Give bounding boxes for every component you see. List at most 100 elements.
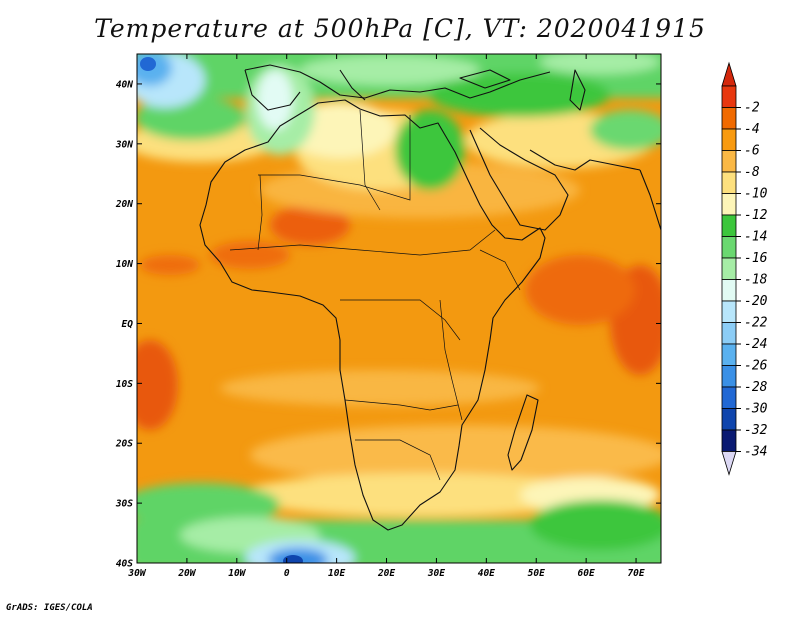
colorbar-swatch	[721, 171, 737, 194]
lon-tick-label: 20E	[377, 568, 395, 579]
colorbar-swatch	[721, 322, 737, 345]
persian-gulf	[529, 149, 641, 171]
warm-core-westcoast	[140, 255, 200, 275]
border-east	[439, 299, 463, 421]
colorbar-swatch	[721, 193, 737, 216]
colorbar-label: -10	[744, 187, 768, 202]
colorbar-swatch	[721, 408, 737, 431]
colorbar-label: -30	[744, 402, 768, 417]
colorbar-label: -14	[744, 230, 767, 245]
colorbar-label: -28	[744, 380, 768, 395]
colorbar-swatch	[721, 365, 737, 388]
lon-tick-label: 20W	[177, 568, 196, 579]
lon-tick-label: 60E	[578, 568, 595, 579]
warm-core-westafrica	[210, 241, 290, 269]
colorbar-swatch	[721, 128, 737, 151]
border-southern-africa	[355, 439, 441, 481]
colorbar-swatch	[721, 343, 737, 366]
lon-tick-label: 0	[284, 568, 290, 579]
colorbar-swatch	[721, 85, 737, 108]
colorbar-label: -8	[744, 165, 760, 180]
warm-core-sahel	[270, 205, 350, 245]
lat-tick-label: 40S	[116, 559, 133, 570]
green-southwest	[137, 483, 280, 527]
colorbar-label: -16	[744, 251, 768, 266]
border-sahara-2	[359, 109, 381, 211]
temperature-field	[137, 54, 661, 563]
lon-tick-label: 10E	[328, 568, 345, 579]
colorbar-label: -32	[744, 423, 768, 438]
lat-tick-label: EQ	[122, 319, 134, 330]
colorbar-label: -6	[744, 144, 760, 159]
border-sahel	[229, 229, 496, 256]
blue-core-nw	[140, 57, 156, 71]
green-southeast	[530, 500, 661, 550]
india-coast	[639, 169, 661, 231]
lon-tick-label: 40E	[478, 568, 495, 579]
caspian-sea	[569, 69, 586, 111]
colorbar-label: -18	[744, 273, 768, 288]
colorbar-label: -24	[744, 337, 767, 352]
colorbar-swatch	[721, 386, 737, 409]
border-horn	[479, 249, 521, 291]
madagascar-coastline	[507, 394, 539, 471]
border-west	[257, 174, 263, 251]
arabian-peninsula	[469, 127, 569, 231]
lon-tick-label: 10W	[228, 568, 246, 579]
country-borders	[229, 109, 521, 481]
africa-coastline	[199, 99, 546, 531]
light-band-south	[220, 370, 540, 406]
plot-frame	[136, 53, 662, 564]
lat-tick-label: 30N	[115, 139, 133, 150]
border-sahara-1	[258, 115, 411, 201]
border-south	[344, 399, 459, 411]
border-central	[340, 299, 461, 341]
map-title: Temperature at 500hPa [C], VT: 202004191…	[94, 14, 706, 43]
lat-tick-label: 10S	[116, 379, 133, 390]
colorbar-swatch	[721, 300, 737, 323]
light-band-subtropic	[250, 425, 661, 485]
iberia-coast	[244, 69, 301, 111]
navy-core-south	[283, 555, 303, 563]
colorbar-top-cap	[721, 61, 737, 87]
lon-tick-label: 70E	[627, 568, 644, 579]
colorbar-swatch	[721, 257, 737, 280]
colorbar-label: -2	[744, 101, 760, 116]
colorbar-bottom-cap	[721, 451, 737, 476]
colorbar-label: -4	[744, 122, 760, 137]
grads-credit: GrADS: IGES/COLA	[6, 603, 93, 613]
black-sea	[459, 69, 511, 89]
green-egypt	[395, 110, 465, 190]
colorbar-swatch	[721, 236, 737, 259]
lon-tick-label: 30E	[427, 568, 445, 579]
colorbar-label: -12	[744, 208, 768, 223]
pale-green-med	[300, 55, 480, 85]
colorbar-swatch	[721, 429, 737, 452]
cyan-iberia	[257, 70, 293, 130]
yellow-south	[240, 473, 600, 517]
lat-tick-label: 40N	[116, 79, 133, 90]
colorbar-swatch	[721, 150, 737, 173]
europe-coast	[244, 64, 551, 99]
colorbar-swatch	[721, 214, 737, 237]
blue-south	[268, 548, 328, 563]
colorbar-label: -20	[744, 294, 768, 309]
colorbar-label: -34	[744, 445, 767, 460]
green-iran	[590, 110, 661, 150]
colorbar-swatch	[721, 107, 737, 130]
axis-ticks	[136, 54, 661, 564]
lat-tick-label: 10N	[116, 259, 133, 270]
warm-core-atlantic	[137, 340, 178, 430]
colorbar: -2 -4 -6 -8 -10 -12 -14 -16 -18 -20 -22 -24 -26 -28 -3…	[721, 61, 768, 476]
colorbar-label: -22	[744, 316, 768, 331]
lat-tick-label: 20N	[115, 199, 133, 210]
lat-tick-label: 20S	[115, 439, 133, 450]
lon-tick-label: 50E	[528, 568, 545, 579]
coastlines	[199, 64, 661, 531]
italy-coast	[339, 69, 366, 101]
warm-core-arabian	[525, 255, 635, 325]
lon-tick-label: 30W	[127, 568, 146, 579]
pale-green-ne	[540, 54, 660, 74]
